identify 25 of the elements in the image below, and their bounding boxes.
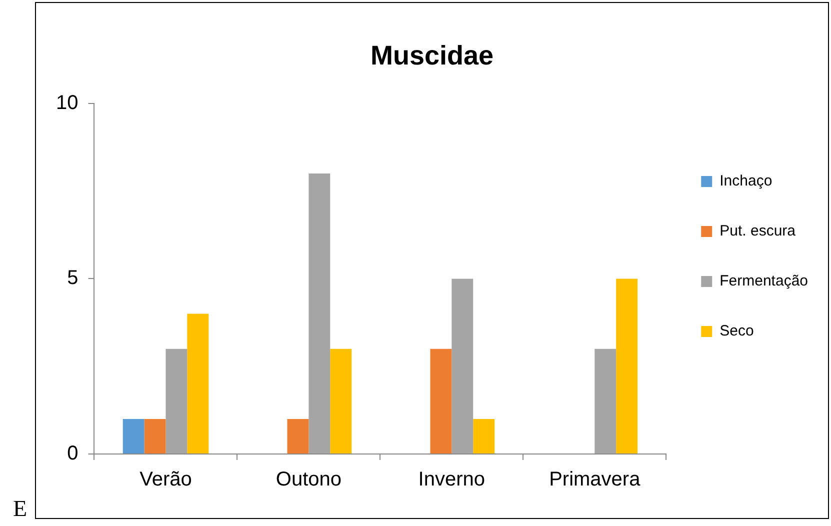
legend-label: Inchaço bbox=[720, 172, 772, 190]
bar bbox=[473, 418, 495, 454]
bar bbox=[187, 314, 209, 454]
x-tick-label: Outono bbox=[276, 468, 342, 491]
x-tick-label: Inverno bbox=[418, 468, 486, 491]
y-tick-label: 0 bbox=[67, 442, 78, 465]
bar bbox=[616, 278, 638, 454]
legend-label: Put. escura bbox=[720, 222, 796, 240]
x-tick-label: Primavera bbox=[549, 468, 642, 491]
bar bbox=[330, 348, 352, 454]
text: E bbox=[13, 496, 28, 522]
bar bbox=[594, 348, 616, 454]
bar bbox=[122, 418, 144, 454]
y-tick-label: 5 bbox=[67, 267, 78, 290]
bar bbox=[452, 278, 474, 454]
bar bbox=[308, 174, 330, 454]
chart-title: Muscidae bbox=[370, 40, 494, 71]
bar bbox=[144, 418, 166, 454]
legend-label: Seco bbox=[720, 322, 754, 340]
x-tick-label: Verão bbox=[140, 468, 192, 491]
legend-label: Fermentação bbox=[720, 272, 808, 290]
bar bbox=[287, 418, 309, 454]
bar bbox=[166, 348, 188, 454]
y-tick-label: 10 bbox=[56, 92, 78, 114]
bar bbox=[430, 348, 452, 454]
